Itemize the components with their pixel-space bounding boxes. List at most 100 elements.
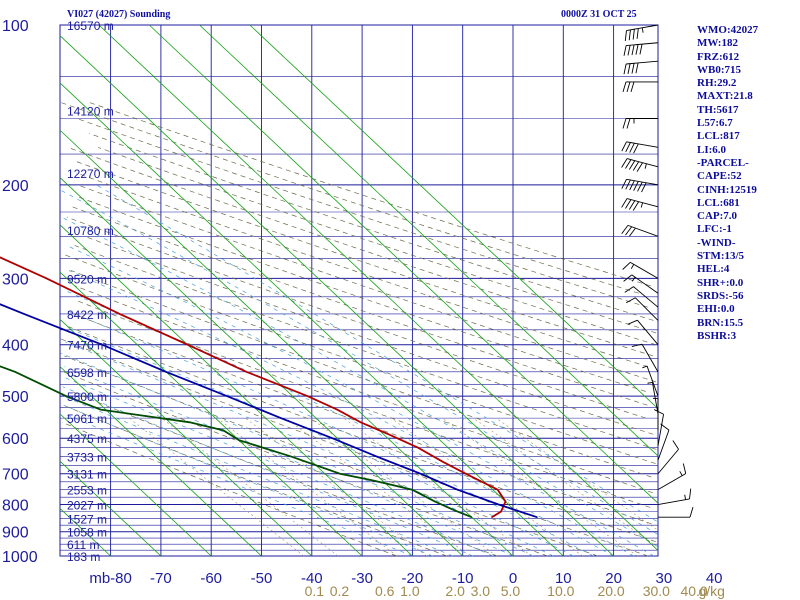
dry-adiabat	[75, 299, 651, 508]
dewpoint-point	[411, 489, 413, 491]
pressure-tick-label: 400	[2, 338, 29, 355]
wind-barb-half-flag	[679, 471, 683, 476]
wind-barb	[623, 42, 659, 56]
stat-hel: HEL:4	[697, 263, 730, 276]
sounding-traces	[0, 256, 538, 519]
height-label: 611 m	[67, 538, 99, 552]
wind-barb-flag	[627, 45, 631, 56]
isotherms	[59, 24, 659, 557]
mixing-ratio-label: g/kg	[698, 583, 724, 599]
wind-barb	[623, 274, 659, 294]
wind-barb	[654, 409, 664, 446]
stat-cap: CAP:7.0	[697, 210, 738, 223]
parcel-point	[165, 371, 167, 373]
wind-barb-flag	[641, 182, 647, 193]
wind-barb	[621, 178, 659, 193]
wind-barb-staff	[646, 365, 659, 397]
temperature-tick-label: -70	[150, 570, 172, 587]
isotherm-line	[199, 24, 659, 457]
wind-barb-flag	[633, 143, 639, 154]
wind-barb-flag	[628, 227, 636, 237]
mixing-ratio-line	[495, 417, 657, 530]
moist-adiabat	[64, 326, 574, 557]
height-label: 1058 m	[67, 526, 107, 540]
dry-adiabat	[70, 270, 652, 478]
dewpoint-point	[238, 439, 240, 441]
moist-adiabat	[66, 310, 594, 557]
wind-barb-flag	[632, 201, 640, 211]
temperature-tick-label: 20	[605, 570, 622, 587]
parcel-point	[419, 473, 422, 475]
wind-barb-staff	[627, 224, 659, 237]
dry-adiabat	[84, 235, 654, 435]
moist-adiabat	[62, 289, 614, 557]
isotherm-line	[148, 24, 659, 504]
dewpoint-point	[453, 509, 455, 511]
wind-barb-half-flag	[684, 494, 687, 500]
dewpoint-point	[371, 479, 373, 481]
height-label: 1527 m	[67, 513, 107, 527]
height-label: 3131 m	[67, 468, 107, 482]
wind-barb-half-flag	[630, 264, 635, 269]
wind-barb-staff	[626, 60, 659, 65]
temperature-point	[504, 501, 507, 503]
temperature-point	[186, 344, 189, 346]
wind-barb-flag	[625, 199, 632, 209]
isotherm-line	[59, 129, 514, 557]
mixing-ratio-label: 3.0	[471, 583, 491, 599]
mixing-ratio-label: 30.0	[643, 583, 670, 599]
wind-barb-flag	[627, 319, 638, 325]
wind-barb	[622, 261, 659, 279]
stat-lfc: LFC:-1	[697, 223, 732, 236]
wind-barb-flag	[621, 225, 629, 235]
parcel-point	[23, 313, 25, 315]
stat-frz: FRZ:612	[697, 50, 740, 63]
temperature-point	[118, 313, 121, 315]
wind-barb-staff	[635, 297, 659, 321]
dry-adiabat	[61, 102, 639, 294]
wind-barb-flag	[654, 409, 664, 415]
mixing-ratio-label: 2.0	[445, 583, 465, 599]
moist-adiabat	[61, 190, 658, 535]
dry-adiabat	[74, 245, 657, 450]
height-label: 12270 m	[67, 167, 114, 181]
dewpoint-point	[434, 501, 436, 503]
dewpoint-point	[291, 456, 293, 458]
wind-barb-flag	[672, 440, 679, 450]
wind-barb-staff	[633, 286, 659, 308]
isotherm-line	[98, 24, 659, 551]
wind-barb-flag	[660, 423, 670, 431]
mixing-ratio-line	[473, 417, 658, 547]
stat-bshr: BSHR:3	[697, 329, 737, 342]
wind-barb	[642, 365, 659, 397]
temperature-point	[500, 511, 502, 513]
parcel-point	[226, 395, 228, 397]
height-label: 2553 m	[67, 484, 107, 498]
temperature-point	[360, 421, 362, 423]
isotherm-line	[249, 24, 659, 409]
temperature-tick-label: -30	[351, 570, 373, 587]
temperature-tick-label: -10	[452, 570, 474, 587]
wind-barb-staff	[641, 343, 659, 373]
wind-barb-half-flag	[647, 381, 653, 384]
wind-barb-staff	[657, 414, 664, 446]
temperature-point	[45, 277, 48, 279]
mixing-ratio-label: 5.0	[501, 583, 521, 599]
wind-barb	[657, 463, 687, 491]
temperature-tick-label: -40	[301, 570, 323, 587]
temperature-point	[387, 433, 390, 435]
mixing-ratio-lines	[129, 417, 658, 557]
stat-brn: BRN:15.5	[697, 316, 744, 329]
stats-panel: WMO:42027 MW:182 FRZ:612 WB0:715 RH:29.2 MAXT…	[697, 24, 799, 343]
wind-barb-staff	[631, 274, 659, 294]
wind-barb-flag	[626, 81, 631, 93]
temperature-tick-label: 0	[509, 570, 517, 587]
temperature-tick-label: -60	[200, 570, 222, 587]
wind-barb	[622, 81, 658, 93]
isotherm-line	[59, 224, 413, 557]
stat-wind: -WIND-	[697, 236, 736, 249]
stat-lcl1: LCL:817	[697, 130, 740, 143]
wind-barb-half-flag	[640, 202, 643, 208]
wind-barb	[657, 488, 692, 505]
